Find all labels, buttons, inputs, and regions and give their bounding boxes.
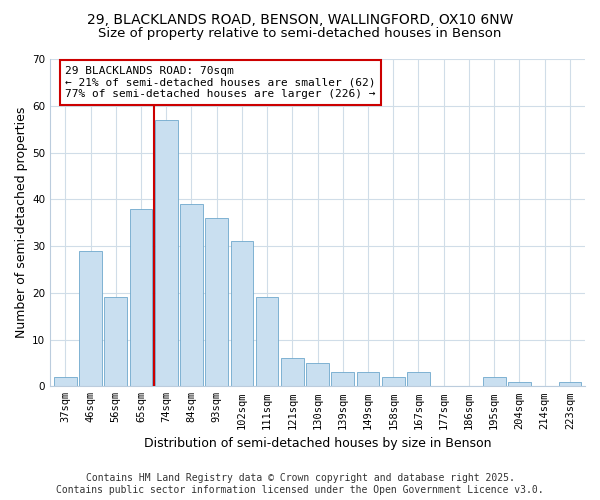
Text: 29 BLACKLANDS ROAD: 70sqm
← 21% of semi-detached houses are smaller (62)
77% of : 29 BLACKLANDS ROAD: 70sqm ← 21% of semi-… [65, 66, 376, 99]
X-axis label: Distribution of semi-detached houses by size in Benson: Distribution of semi-detached houses by … [144, 437, 491, 450]
Bar [256, 298, 278, 386]
Bar [230, 242, 253, 386]
Bar [54, 377, 77, 386]
Bar [155, 120, 178, 386]
Bar [508, 382, 531, 386]
Bar [130, 208, 152, 386]
Text: Contains HM Land Registry data © Crown copyright and database right 2025.
Contai: Contains HM Land Registry data © Crown c… [56, 474, 544, 495]
Text: 29, BLACKLANDS ROAD, BENSON, WALLINGFORD, OX10 6NW: 29, BLACKLANDS ROAD, BENSON, WALLINGFORD… [87, 12, 513, 26]
Y-axis label: Number of semi-detached properties: Number of semi-detached properties [15, 107, 28, 338]
Bar [483, 377, 506, 386]
Text: Size of property relative to semi-detached houses in Benson: Size of property relative to semi-detach… [98, 28, 502, 40]
Bar [331, 372, 354, 386]
Bar [104, 298, 127, 386]
Bar [356, 372, 379, 386]
Bar [79, 250, 102, 386]
Bar [407, 372, 430, 386]
Bar [382, 377, 404, 386]
Bar [306, 363, 329, 386]
Bar [180, 204, 203, 386]
Bar [281, 358, 304, 386]
Bar [559, 382, 581, 386]
Bar [205, 218, 228, 386]
